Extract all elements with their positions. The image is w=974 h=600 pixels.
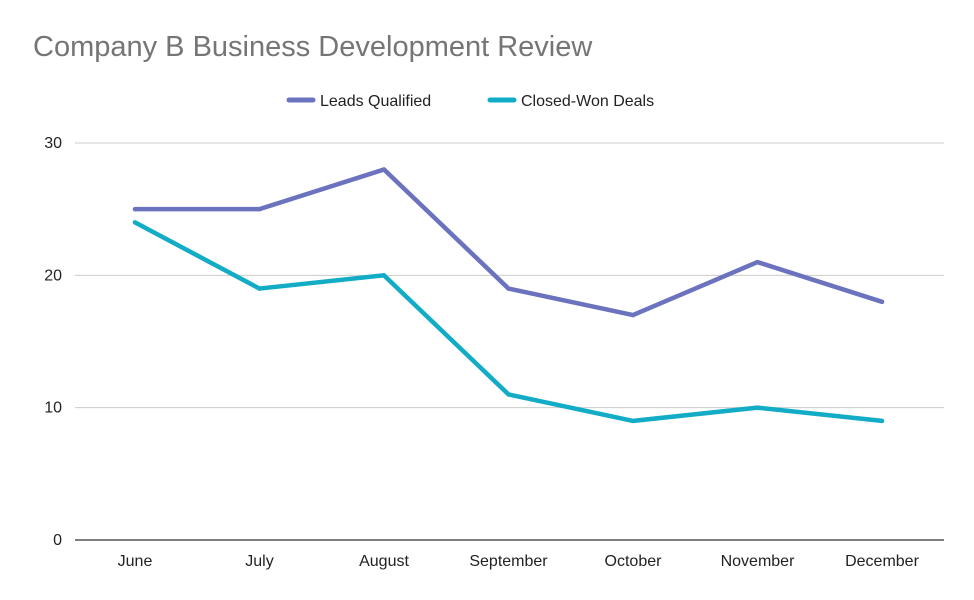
x-tick-label: October [605,553,663,570]
x-tick-label: August [359,553,409,570]
legend-label: Closed-Won Deals [521,93,654,110]
data-point [506,286,511,291]
x-tick-label: July [245,553,273,570]
x-tick-label: September [469,553,548,570]
data-point [755,259,760,265]
x-tick-label: November [721,553,795,570]
legend-label: Leads Qualified [320,93,431,110]
data-point [257,206,262,212]
y-tick-label: 0 [53,532,62,549]
series-line-1 [132,220,885,424]
data-point [879,299,885,304]
data-point [381,167,387,172]
x-tick-label: June [118,553,153,570]
chart-title: Company B Business Development Review [33,31,593,63]
data-point [630,418,636,424]
data-point [879,418,885,424]
data-point [132,206,138,212]
y-tick-label: 10 [44,400,62,417]
data-point [257,286,262,291]
data-point [630,312,636,318]
series-line-0 [132,167,885,318]
data-point [132,220,138,225]
data-point [381,273,387,278]
data-point [506,392,511,397]
y-tick-label: 20 [44,267,62,284]
data-point [755,405,760,410]
x-tick-label: December [845,553,919,570]
y-tick-label: 30 [44,135,62,152]
